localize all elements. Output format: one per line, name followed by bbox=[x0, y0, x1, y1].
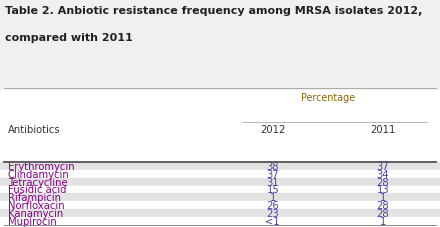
Bar bbox=[0, 193, 440, 201]
Bar bbox=[0, 162, 440, 170]
Text: Clindamycin: Clindamycin bbox=[8, 169, 70, 179]
Text: 23: 23 bbox=[267, 208, 279, 218]
Text: Erythromycin: Erythromycin bbox=[8, 161, 74, 171]
Text: 15: 15 bbox=[267, 185, 279, 195]
Text: 31: 31 bbox=[267, 177, 279, 187]
Text: Table 2. Anbiotic resistance frequency among MRSA isolates 2012,: Table 2. Anbiotic resistance frequency a… bbox=[5, 6, 423, 16]
Text: 34: 34 bbox=[377, 169, 389, 179]
Text: compared with 2011: compared with 2011 bbox=[5, 33, 133, 43]
Text: 28: 28 bbox=[377, 200, 389, 210]
Text: 28: 28 bbox=[377, 208, 389, 218]
Text: 2012: 2012 bbox=[260, 125, 286, 135]
Text: 1: 1 bbox=[380, 192, 386, 202]
Bar bbox=[0, 91, 440, 227]
Text: 37: 37 bbox=[377, 161, 389, 171]
Bar bbox=[0, 178, 440, 186]
Text: 28: 28 bbox=[377, 177, 389, 187]
Text: 26: 26 bbox=[267, 200, 279, 210]
Text: Norfloxacin: Norfloxacin bbox=[8, 200, 65, 210]
Bar bbox=[0, 0, 440, 91]
Text: 1: 1 bbox=[380, 216, 386, 226]
Text: 2011: 2011 bbox=[370, 125, 396, 135]
Bar bbox=[0, 209, 440, 217]
Bar bbox=[0, 170, 440, 178]
Text: Percentage: Percentage bbox=[301, 93, 355, 103]
Text: Rifampicin: Rifampicin bbox=[8, 192, 61, 202]
Text: Kanamycin: Kanamycin bbox=[8, 208, 63, 218]
Text: 13: 13 bbox=[377, 185, 389, 195]
Text: 1: 1 bbox=[270, 192, 276, 202]
Text: Fusidic acid: Fusidic acid bbox=[8, 185, 66, 195]
Bar bbox=[0, 217, 440, 225]
Text: Mupirocin: Mupirocin bbox=[8, 216, 57, 226]
Bar bbox=[0, 186, 440, 193]
Text: <1: <1 bbox=[265, 216, 280, 226]
Text: 38: 38 bbox=[267, 161, 279, 171]
Text: Antibiotics: Antibiotics bbox=[8, 125, 61, 135]
Text: Tetracycline: Tetracycline bbox=[8, 177, 68, 187]
Bar bbox=[0, 201, 440, 209]
Text: 37: 37 bbox=[267, 169, 279, 179]
